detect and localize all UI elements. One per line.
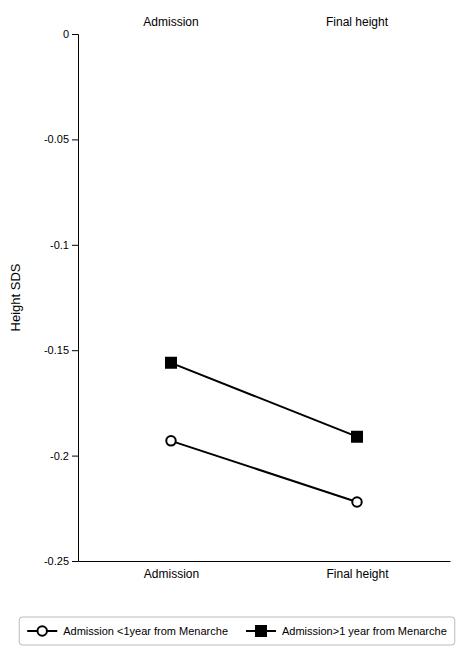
- top-category-label: Final height: [326, 15, 389, 29]
- y-tick: -0.1: [50, 239, 78, 251]
- y-tick-label: -0.2: [50, 450, 69, 462]
- point: [166, 358, 176, 368]
- y-tick-label: -0.15: [44, 344, 69, 356]
- y-tick-label: -0.05: [44, 133, 69, 145]
- y-tick-mark: [72, 34, 78, 35]
- legend-item: Admission <1year from Menarche: [27, 625, 228, 637]
- legend-marker: [38, 626, 47, 635]
- point: [166, 436, 175, 445]
- marks: [166, 358, 362, 507]
- y-axis-title: Height SDS: [8, 263, 23, 331]
- y-axis: 0 -0.05 -0.1 -0.15 -0.2 -0.25: [44, 28, 79, 567]
- x-tick: Admission: [144, 567, 199, 581]
- legend: Admission <1year from Menarche Admission>…: [19, 617, 455, 645]
- point: [352, 497, 361, 506]
- chart: 0 -0.05 -0.1 -0.15 -0.2 -0.25 Admission Final h…: [0, 0, 474, 653]
- x-tick: Final height: [326, 567, 389, 581]
- x-axis: Admission Final height: [79, 562, 451, 581]
- y-tick-label: 0: [63, 28, 69, 40]
- top-category-label: Admission: [143, 15, 198, 29]
- y-tick-label: -0.25: [44, 555, 69, 567]
- y-tick-mark: [72, 561, 78, 562]
- y-tick: -0.2: [50, 450, 78, 462]
- series: [166, 358, 362, 442]
- y-tick-mark: [72, 350, 78, 351]
- x-axis-line: [79, 561, 451, 562]
- legend-marker: [256, 626, 266, 636]
- legend-frame: [19, 617, 455, 645]
- y-tick-label: -0.1: [50, 239, 69, 251]
- y-tick-mark: [72, 245, 78, 246]
- series-line: [171, 441, 357, 502]
- plot: 0 -0.05 -0.1 -0.15 -0.2 -0.25 Admission Final h…: [44, 15, 451, 581]
- legend-item: Admission>1 year from Menarche: [246, 625, 447, 637]
- legend-label: Admission>1 year from Menarche: [282, 625, 447, 637]
- y-axis-line: [72, 35, 79, 562]
- y-tick: -0.15: [44, 344, 78, 356]
- y-tick: -0.25: [44, 555, 78, 567]
- x-tick-label: Admission: [144, 567, 199, 581]
- series-line: [171, 363, 357, 437]
- legend-label: Admission <1year from Menarche: [63, 625, 228, 637]
- top-labels: Admission Final height: [143, 15, 388, 29]
- y-tick: -0.05: [44, 133, 78, 145]
- y-tick: 0: [63, 28, 78, 40]
- x-tick-label: Final height: [326, 567, 389, 581]
- y-tick-mark: [72, 456, 78, 457]
- y-tick-mark: [72, 139, 78, 140]
- point: [352, 432, 362, 442]
- series: [166, 436, 361, 507]
